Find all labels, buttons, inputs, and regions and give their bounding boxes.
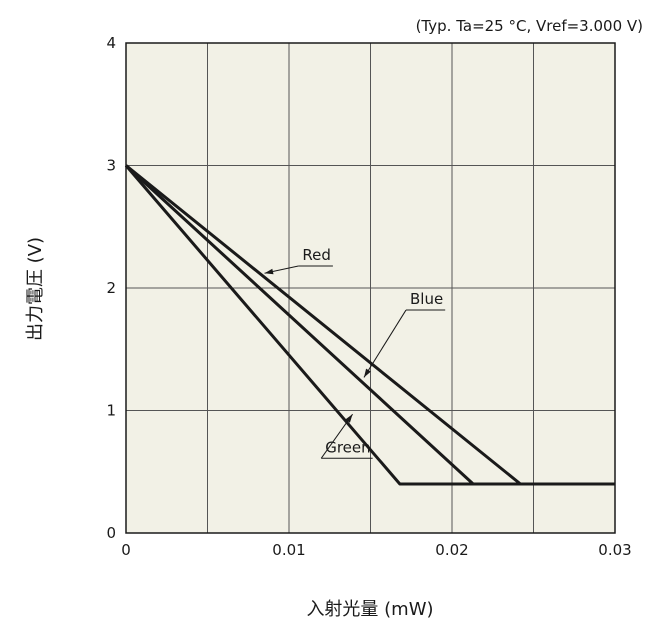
x-axis-title: 入射光量 (mW) — [306, 599, 433, 620]
series-leader-blue — [363, 309, 407, 378]
series-line-green — [124, 164, 615, 486]
series-label-green: Green — [325, 438, 370, 456]
y-tick-labels: 0 1 2 3 4 — [106, 34, 116, 542]
x-tick-label: 0.03 — [598, 541, 631, 559]
series-arrowhead-blue — [363, 368, 371, 378]
y-axis-title: 出力電圧 (V) — [25, 237, 46, 341]
x-tick-label: 0 — [121, 541, 131, 559]
series-arrowhead-red — [264, 268, 274, 275]
x-tick-label: 0.01 — [272, 541, 305, 559]
y-tick-label: 3 — [106, 157, 116, 175]
x-tick-label: 0.02 — [435, 541, 468, 559]
y-tick-label: 1 — [106, 402, 116, 420]
y-tick-label: 2 — [106, 279, 116, 297]
series-arrowhead-green — [345, 414, 353, 423]
series-leader-green — [320, 413, 353, 459]
series-label-red: Red — [302, 246, 331, 264]
y-tick-label: 4 — [106, 34, 116, 52]
series-label-blue: Blue — [410, 290, 443, 308]
x-tick-labels: 0 0.01 0.02 0.03 — [121, 541, 631, 559]
plot-frame — [125, 42, 616, 534]
y-tick-label: 0 — [106, 524, 116, 542]
condition-note: (Typ. Ta=25 °C, Vref=3.000 V) — [416, 17, 643, 35]
grid-lines — [126, 43, 615, 533]
series-lines — [124, 164, 615, 486]
series-labels: Red Blue Green — [264, 246, 446, 459]
